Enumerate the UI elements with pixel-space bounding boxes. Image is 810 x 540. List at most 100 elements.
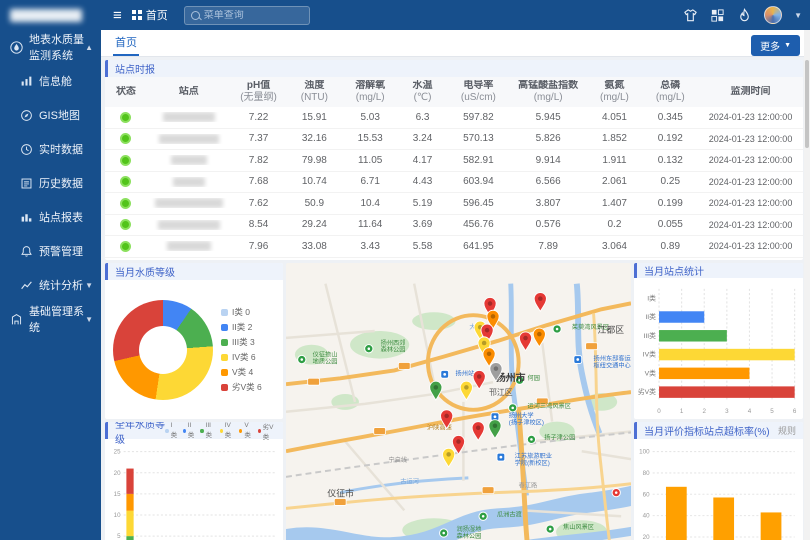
sidebar-item-3[interactable]: 实时数据 <box>0 132 101 166</box>
table-row[interactable]: 7.82 79.98 11.05 4.17 582.91 9.914 1.911 0.132 2… <box>105 150 803 172</box>
svg-text:10: 10 <box>114 512 121 519</box>
station-pin-orange[interactable] <box>532 327 546 348</box>
legend-swatch <box>221 308 228 316</box>
scrollbar-thumb[interactable] <box>805 60 809 148</box>
hbar-V类[interactable] <box>659 367 750 380</box>
station-pin-yellow[interactable] <box>442 447 456 468</box>
table-row[interactable]: 7.62 50.9 10.4 5.19 596.45 3.807 1.407 0.199 202… <box>105 193 803 215</box>
status-cell <box>105 154 147 166</box>
rate-bar-1[interactable] <box>665 486 687 540</box>
legend-item[interactable]: 劣V类 6 <box>221 381 262 393</box>
rate-bar-3[interactable] <box>760 512 782 540</box>
station-pin-red[interactable] <box>440 409 454 430</box>
stack-seg[interactable] <box>126 536 134 540</box>
station-name-blurred <box>158 133 219 144</box>
user-avatar[interactable] <box>764 6 783 24</box>
sidebar-item-6[interactable]: 预警管理 <box>0 234 101 268</box>
hbar-IV类[interactable] <box>659 348 795 361</box>
chevron-down-icon[interactable]: ▼ <box>794 10 802 20</box>
more-button[interactable]: 更多 ▼ <box>751 35 800 56</box>
sidebar-item-2[interactable]: GIS地图 <box>0 98 101 132</box>
sidebar-group-base-manage[interactable]: 基础管理系统 ▼ <box>0 302 101 336</box>
sidebar-item-7[interactable]: 统计分析 ▼ <box>0 268 101 302</box>
sidebar-group-water-monitor[interactable]: 地表水质量监测系统 ▲ <box>0 30 101 64</box>
legend-item[interactable]: 劣V类 <box>257 422 276 441</box>
rate-bar-chart[interactable]: 020406080100高锰酸盐指数氨氮总磷 <box>634 439 803 540</box>
road-badge <box>535 397 549 406</box>
table-row[interactable]: 7.68 10.74 6.71 4.43 603.94 6.566 2.061 0.25 202… <box>105 172 803 193</box>
sidebar-item-label: 实时数据 <box>39 144 83 156</box>
value-cell: 2024-01-23 12:00:00 <box>708 241 793 252</box>
legend-item[interactable]: II类 <box>182 422 196 439</box>
column-header: 溶解氧 (mg/L) <box>342 80 398 105</box>
value-cell: 7.37 <box>248 133 269 145</box>
svg-text:3: 3 <box>725 408 729 415</box>
sidebar-item-label: GIS地图 <box>39 110 80 122</box>
legend-item[interactable]: III类 <box>200 422 214 439</box>
station-pin-yellow[interactable] <box>459 380 473 401</box>
hamburger-menu-icon[interactable]: ≡ <box>113 6 122 24</box>
value-cell: 10.4 <box>360 197 380 209</box>
tab-home[interactable]: 首页 <box>113 30 139 56</box>
stack-seg[interactable] <box>126 494 134 511</box>
legend-swatch <box>221 338 228 346</box>
column-unit: (mg/L) <box>655 92 685 103</box>
stack-seg[interactable] <box>126 468 134 495</box>
stacked-bar-chart[interactable]: 0510152025123456789101112 <box>105 439 283 540</box>
stack-seg[interactable] <box>126 510 134 537</box>
station-pin-red[interactable] <box>480 323 494 344</box>
station-pin-red[interactable] <box>471 421 485 442</box>
station-pin-orange[interactable] <box>486 309 500 330</box>
station-pin-orange[interactable] <box>482 347 496 368</box>
table-row[interactable]: 7.96 33.08 3.43 5.58 641.95 7.89 3.064 0.89 2024… <box>105 236 803 258</box>
sidebar-item-4[interactable]: 历史数据 <box>0 166 101 200</box>
table-row[interactable]: 7.37 32.16 15.53 3.24 570.13 5.826 1.852 0.192 2… <box>105 129 803 150</box>
panel-title: 全年水质等级 <box>115 422 165 446</box>
sidebar-item-1[interactable]: 信息舱 <box>0 64 101 98</box>
flame-icon[interactable] <box>737 7 752 23</box>
map-label: 扬子津公园 <box>544 433 575 441</box>
menu-search-input[interactable] <box>203 9 303 21</box>
legend-item[interactable]: V类 <box>239 422 252 439</box>
legend-item[interactable]: IV类 6 <box>221 351 262 363</box>
panel-extra-link[interactable]: 规则 <box>777 426 796 437</box>
value-cell: 0.192 <box>657 133 683 145</box>
legend-item[interactable]: I类 0 <box>221 306 262 318</box>
hbar-III类[interactable] <box>659 330 727 342</box>
legend-swatch <box>221 323 228 331</box>
legend-item[interactable]: II类 2 <box>221 321 262 333</box>
sidebar-item-5[interactable]: 站点报表 <box>0 200 101 234</box>
station-pin-red[interactable] <box>472 369 486 390</box>
breadcrumb[interactable]: 首页 <box>131 7 168 23</box>
gis-map[interactable]: 扬州西郊森林公园仪征捺山地质公园大运河茱萸湾风景区何园运河三湾风景区扬州站扬州东… <box>286 263 631 540</box>
horizontal-bar-chart[interactable]: 0 1 2 3 4 5 6 I类 II类 III类 IV类 V类 劣V类 <box>634 278 803 419</box>
menu-search[interactable] <box>183 5 310 25</box>
main-area: ≡ 首页 ▼ <box>101 0 810 540</box>
table-row[interactable]: 7.22 15.91 5.03 6.3 597.82 5.945 4.051 0.345 202… <box>105 107 803 129</box>
station-pin-red[interactable] <box>451 435 466 456</box>
legend-item[interactable]: V类 4 <box>221 366 262 378</box>
station-pin-red[interactable] <box>483 297 497 318</box>
theme-shirt-icon[interactable] <box>683 8 698 23</box>
rate-bar-2[interactable] <box>713 497 735 540</box>
station-pin-green[interactable] <box>429 380 443 401</box>
hbar-劣V类[interactable] <box>659 386 795 398</box>
station-pin-red[interactable] <box>533 292 547 313</box>
donut-ring[interactable] <box>113 299 213 400</box>
legend-swatch <box>221 383 228 391</box>
legend-item[interactable]: IV类 <box>219 422 235 439</box>
hbar-II类[interactable] <box>659 311 705 323</box>
sidebar: 地表水质量监测系统 ▲ 信息舱 GIS地图实时数据历史数据 站点报表 预警管理 统计分析… <box>0 0 101 540</box>
legend-item[interactable]: I类 <box>165 422 178 439</box>
layout-icon[interactable] <box>710 8 725 23</box>
station-pin-green[interactable] <box>488 419 502 440</box>
station-pin-red[interactable] <box>518 331 533 352</box>
table-row[interactable]: 8.54 29.24 11.64 3.69 456.76 0.576 0.2 0.055 202… <box>105 215 803 236</box>
value-cell: 29.24 <box>301 219 327 231</box>
road-badge <box>307 377 320 386</box>
chevron-down-icon: ▼ <box>784 42 791 49</box>
page-scrollbar[interactable] <box>804 30 810 540</box>
legend-item[interactable]: III类 3 <box>221 336 262 348</box>
station-pin-gray[interactable] <box>489 362 503 383</box>
